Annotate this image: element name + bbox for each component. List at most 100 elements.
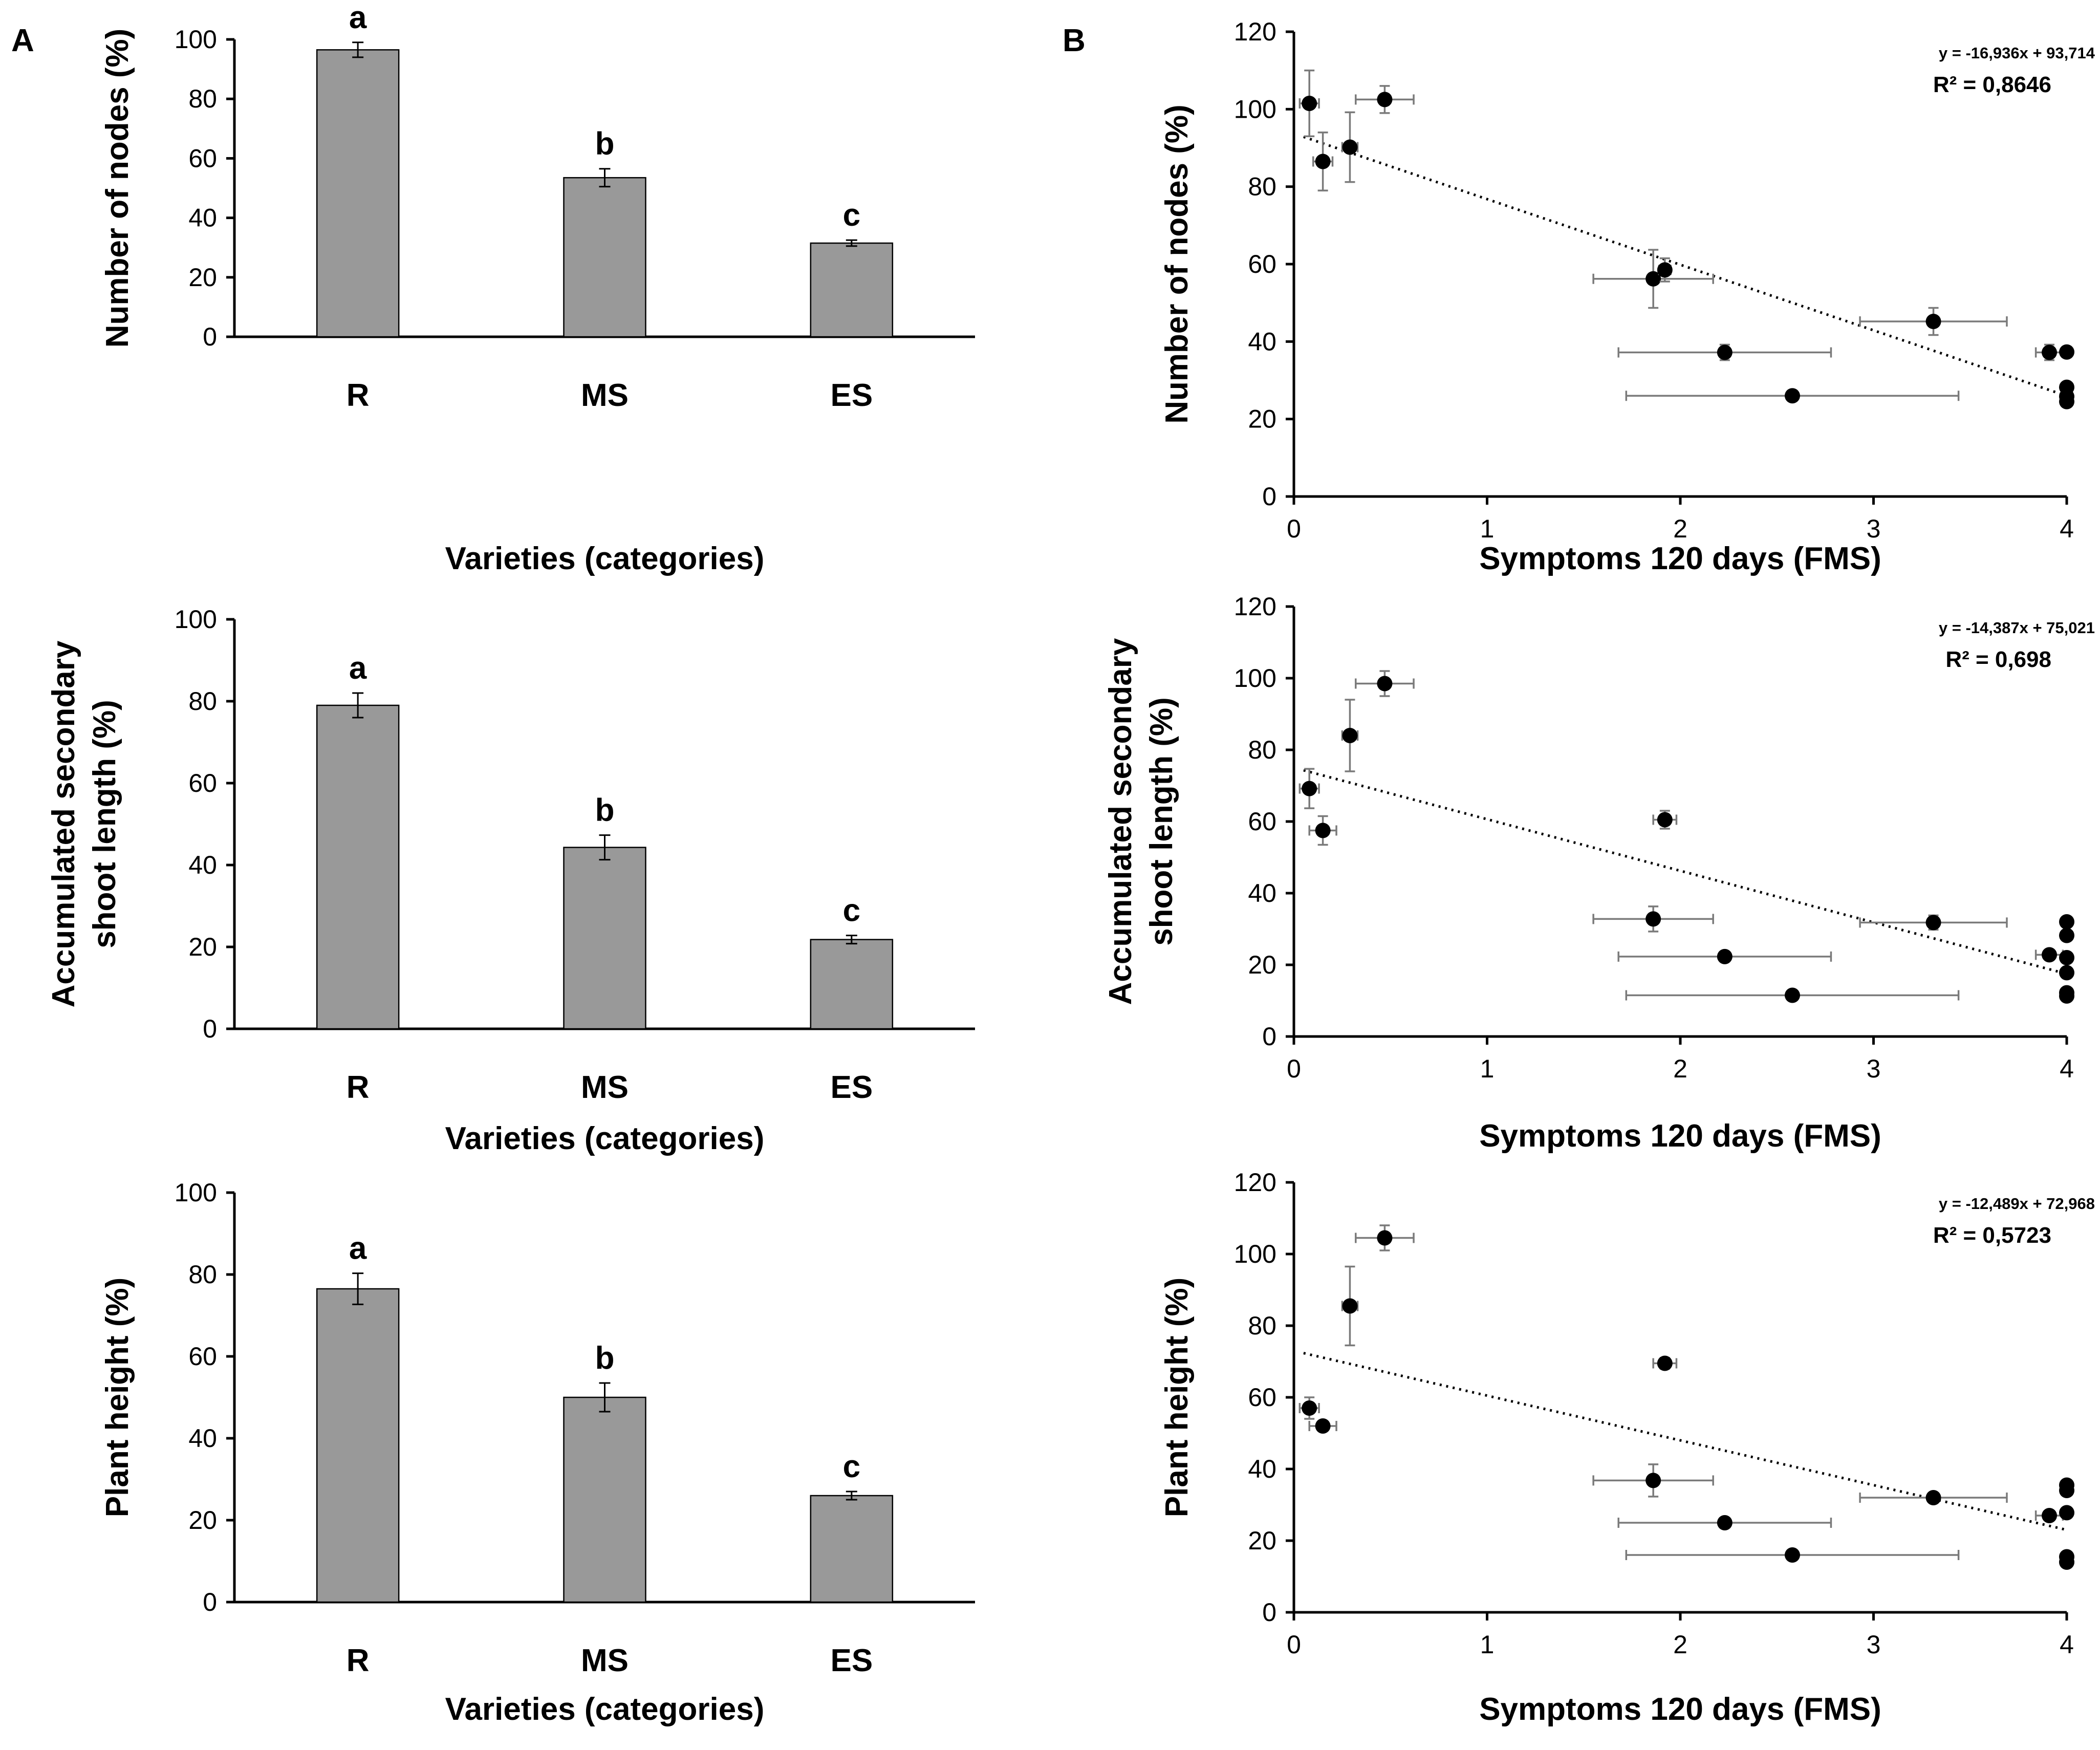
scatter-chart-5: 0 20 40 60 80 100 120 0 1 2 3 4 y = -12,489x + 72,96… (1159, 1168, 2095, 1727)
x-tick-label: 3 (1867, 1630, 1881, 1659)
y-axis-title-2: Plant height (%) (100, 1278, 135, 1517)
y-tick-label: 0 (1262, 1598, 1276, 1627)
category-label-R: R (347, 1643, 370, 1678)
y-tick-label: 0 (1262, 1022, 1276, 1051)
data-point-10 (2059, 914, 2074, 930)
data-point-7 (1925, 313, 1941, 329)
x-tick-label: 4 (2060, 1630, 2074, 1659)
y-axis-title-line-0: Plant height (%) (100, 1278, 135, 1517)
data-point-9 (2042, 947, 2058, 963)
x-tick-label: 1 (1480, 1630, 1495, 1659)
data-point-9 (2042, 344, 2058, 360)
trend-equation: y = -12,489x + 72,968 (1939, 1195, 2095, 1213)
x-tick-label: 4 (2060, 1054, 2074, 1083)
data-point-0 (1377, 676, 1393, 692)
data-point-8 (1784, 388, 1800, 404)
y-tick-label: 60 (1248, 1383, 1276, 1412)
y-tick-label: 80 (1248, 736, 1276, 764)
y-axis-title-4: Accumulated secondary shoot length (%) (1103, 638, 1179, 1005)
category-label-ES: ES (830, 1643, 873, 1678)
x-tick-label: 2 (1673, 514, 1687, 543)
bar-MS (563, 1396, 646, 1603)
y-tick-label: 60 (1248, 250, 1276, 278)
significance-letter-MS: b (595, 1341, 615, 1376)
x-axis-title: Varieties (categories) (445, 541, 765, 576)
data-point-4 (1646, 271, 1661, 287)
x-tick-label: 3 (1867, 1054, 1881, 1083)
bar-R (316, 704, 400, 1030)
y-axis-title-line-1: shoot length (%) (1144, 697, 1179, 946)
r-squared: R² = 0,8646 (1933, 72, 2051, 97)
significance-letter-R: a (349, 0, 367, 35)
x-tick-label: 1 (1480, 1054, 1495, 1083)
y-tick-label: 20 (1248, 405, 1276, 434)
r-squared: R² = 0,5723 (1933, 1223, 2051, 1248)
bar-MS (563, 847, 646, 1030)
y-tick-label: 0 (203, 322, 217, 351)
data-point-11 (2059, 1483, 2074, 1498)
scatter-chart-3: 0 20 40 60 80 100 120 0 1 2 3 4 y = -16,936x + 93,71… (1159, 17, 2095, 576)
y-tick-label: 40 (1248, 327, 1276, 356)
data-point-12 (2059, 1505, 2074, 1521)
y-tick-label: 100 (175, 605, 217, 634)
x-tick-label: 1 (1480, 514, 1495, 543)
data-point-8 (1784, 1547, 1800, 1563)
data-point-6 (1925, 915, 1941, 931)
y-tick-label: 100 (1234, 1240, 1276, 1268)
y-tick-label: 80 (188, 1260, 217, 1289)
category-label-R: R (347, 378, 370, 413)
bar-chart-1: 0 20 40 60 80 100 a Rb MS c ES Varieties (categorie… (46, 605, 975, 1156)
y-tick-label: 80 (1248, 172, 1276, 201)
x-tick-label: 2 (1673, 1630, 1687, 1659)
data-point-5 (1657, 262, 1673, 278)
bar-MS (563, 177, 646, 338)
x-tick-label: 0 (1287, 1630, 1301, 1659)
r-squared: R² = 0,698 (1945, 647, 2051, 672)
y-tick-label: 80 (188, 687, 217, 716)
data-point-7 (1717, 948, 1733, 964)
data-point-0 (1377, 1230, 1393, 1246)
category-label-MS: MS (581, 1070, 629, 1105)
bar-R (316, 1288, 400, 1603)
y-tick-label: 100 (175, 25, 217, 54)
significance-letter-MS: b (595, 126, 615, 162)
category-label-MS: MS (581, 1643, 629, 1678)
data-point-6 (1717, 344, 1733, 360)
data-point-10 (2059, 344, 2074, 360)
bar-ES (810, 939, 894, 1030)
y-tick-label: 120 (1234, 1168, 1276, 1197)
y-tick-label: 0 (203, 1014, 217, 1043)
data-point-15 (2059, 988, 2074, 1004)
trend-equation: y = -14,387x + 75,021 (1939, 619, 2095, 637)
category-label-ES: ES (830, 378, 873, 413)
data-point-4 (1657, 812, 1673, 828)
data-point-1 (1342, 728, 1358, 743)
y-tick-label: 40 (1248, 879, 1276, 908)
data-point-13 (2059, 965, 2074, 981)
x-tick-label: 2 (1673, 1054, 1687, 1083)
x-axis-title: Varieties (categories) (445, 1692, 765, 1727)
data-point-9 (2042, 1508, 2058, 1523)
data-point-12 (2059, 950, 2074, 965)
data-point-4 (1657, 1355, 1673, 1371)
data-point-5 (1646, 911, 1661, 927)
data-point-2 (1315, 154, 1331, 169)
panel-label-b: B (1063, 23, 1086, 58)
y-axis-title-line-0: Number of nodes (%) (100, 29, 135, 348)
y-tick-label: 40 (1248, 1455, 1276, 1483)
data-point-0 (1302, 95, 1317, 111)
significance-letter-R: a (349, 651, 367, 686)
data-point-3 (1315, 1418, 1331, 1434)
bar-ES (810, 1495, 894, 1603)
y-tick-label: 40 (188, 204, 217, 232)
category-label-R: R (347, 1070, 370, 1105)
y-tick-label: 120 (1234, 17, 1276, 46)
y-tick-label: 60 (188, 1342, 217, 1371)
y-tick-label: 60 (188, 144, 217, 172)
y-tick-label: 100 (1234, 664, 1276, 693)
significance-letter-ES: c (843, 893, 860, 928)
y-axis-title-line-0: Number of nodes (%) (1159, 104, 1195, 423)
